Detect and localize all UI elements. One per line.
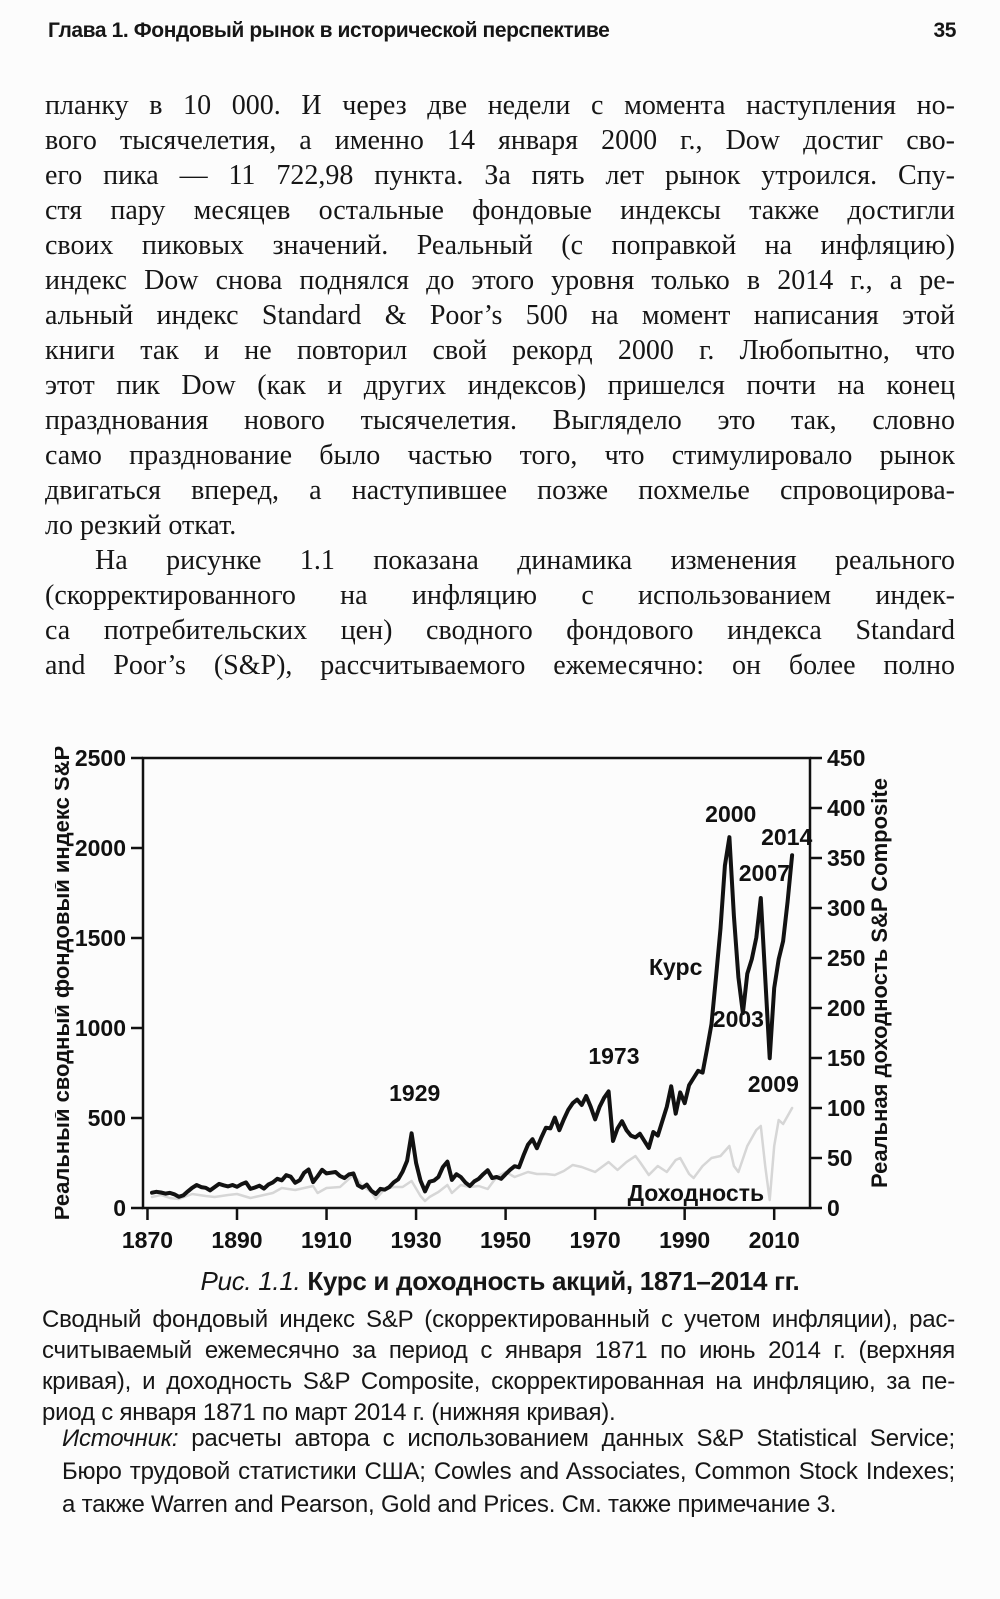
text-line: его пика — 11 722,98 пункта. За пять лет… [45,160,955,191]
svg-text:1930: 1930 [390,1227,441,1253]
svg-text:200: 200 [827,995,865,1021]
text-line: and Poor’s (S&P), рассчитываемого ежемес… [45,650,955,681]
text-line: риод с января 1871 по март 2014 г. (нижн… [42,1399,616,1426]
text-line: ло резкий откат. [45,510,237,541]
svg-text:2007: 2007 [739,860,790,886]
svg-text:150: 150 [827,1045,865,1071]
svg-text:450: 450 [827,745,865,771]
text-line: а также Warren and Pearson, Gold and Pri… [62,1491,837,1518]
figure-caption-title: Курс и доходность акций, 1871–2014 гг. [300,1266,800,1296]
svg-text:1870: 1870 [122,1227,173,1253]
text-line: Сводный фондовый индекс S&P (скорректиро… [42,1306,955,1333]
svg-text:250: 250 [827,945,865,971]
svg-text:1970: 1970 [570,1227,621,1253]
svg-text:1500: 1500 [75,925,126,951]
text-line: само празднование было частью того, что … [45,440,955,471]
text-line: стя пару месяцев остальные фондовые инде… [45,195,955,226]
svg-text:0: 0 [113,1195,126,1221]
text-line: альный индекс Standard & Poor’s 500 на м… [45,300,955,331]
paragraph-2: На рисунке 1.1 показана динамика изменен… [45,543,955,683]
text-line: кривая), и доходность S&P Composite, ско… [42,1368,955,1395]
text-line: индекс Dow снова поднялся до этого уровн… [45,265,955,296]
svg-text:1929: 1929 [389,1080,440,1106]
text-line: этот пик Dow (как и других индексов) при… [45,370,955,401]
figure-description: Сводный фондовый индекс S&P (скорректиро… [42,1304,955,1428]
svg-text:Курс: Курс [649,954,703,980]
svg-text:1890: 1890 [211,1227,262,1253]
svg-text:2000: 2000 [705,801,756,827]
svg-text:Реальная доходность S&P Compos: Реальная доходность S&P Composite [867,778,892,1188]
text-line: (скорректированного на инфляцию с исполь… [45,580,955,611]
svg-text:300: 300 [827,895,865,921]
svg-text:2014: 2014 [761,824,812,850]
text-line: Бюро трудовой статистики США; Cowles and… [62,1458,955,1485]
svg-text:2500: 2500 [75,745,126,771]
svg-text:500: 500 [88,1105,126,1131]
svg-text:50: 50 [827,1145,853,1171]
text-line: планку в 10 000. И через две недели с мо… [45,90,955,121]
svg-text:2000: 2000 [75,835,126,861]
svg-text:400: 400 [827,795,865,821]
text-line: Источник: расчеты автора с использование… [62,1422,955,1455]
svg-text:2010: 2010 [749,1227,800,1253]
svg-text:1973: 1973 [588,1043,639,1069]
text-line: празднования нового тысячелетия. Выгляде… [45,405,955,436]
svg-text:1950: 1950 [480,1227,531,1253]
svg-text:Реальный сводный фондовый инде: Реальный сводный фондовый индекс S&P [55,746,74,1220]
svg-text:1990: 1990 [659,1227,710,1253]
svg-text:0: 0 [827,1195,840,1221]
text-line: На рисунке 1.1 показана динамика изменен… [95,545,955,576]
text-line: книги так и не повторил свой рекорд 2000… [45,335,955,366]
source-label: Источник: [62,1425,179,1452]
figure-caption: Рис. 1.1. Курс и доходность акций, 1871–… [0,1266,1000,1297]
figure-caption-number: Рис. 1.1. [200,1266,301,1296]
running-head: Глава 1. Фондовый рынок в исторической п… [48,19,610,42]
paragraph-1: планку в 10 000. И через две недели с мо… [45,88,955,543]
source-text: расчеты автора с использованием данных S… [178,1425,955,1452]
text-line: своих пиковых значений. Реальный (с попр… [45,230,955,261]
text-line: вого тысячелетия, а именно 14 января 200… [45,125,955,156]
text-line: считываемый ежемесячно за период с январ… [42,1337,955,1364]
page-header: Глава 1. Фондовый рынок в исторической п… [48,18,956,44]
text-line: двигаться вперед, а наступившее позже по… [45,475,955,506]
svg-text:2003: 2003 [713,1006,764,1032]
svg-text:1910: 1910 [301,1227,352,1253]
figure-1-1: 0 500 1000 1500 2000 2500 0 50 100 150 200 250 300 35… [49,735,945,1255]
figure-source: Источник: расчеты автора с использование… [62,1422,955,1521]
svg-text:350: 350 [827,845,865,871]
figure-chart: 0 500 1000 1500 2000 2500 0 50 100 150 200 250 300 35… [49,745,892,1253]
svg-text:2009: 2009 [748,1071,799,1097]
svg-text:1000: 1000 [75,1015,126,1041]
text-line: са потребительских цен) сводного фондово… [45,615,955,646]
page-number: 35 [933,19,956,42]
svg-text:100: 100 [827,1095,865,1121]
svg-text:Доходность: Доходность [628,1180,765,1206]
